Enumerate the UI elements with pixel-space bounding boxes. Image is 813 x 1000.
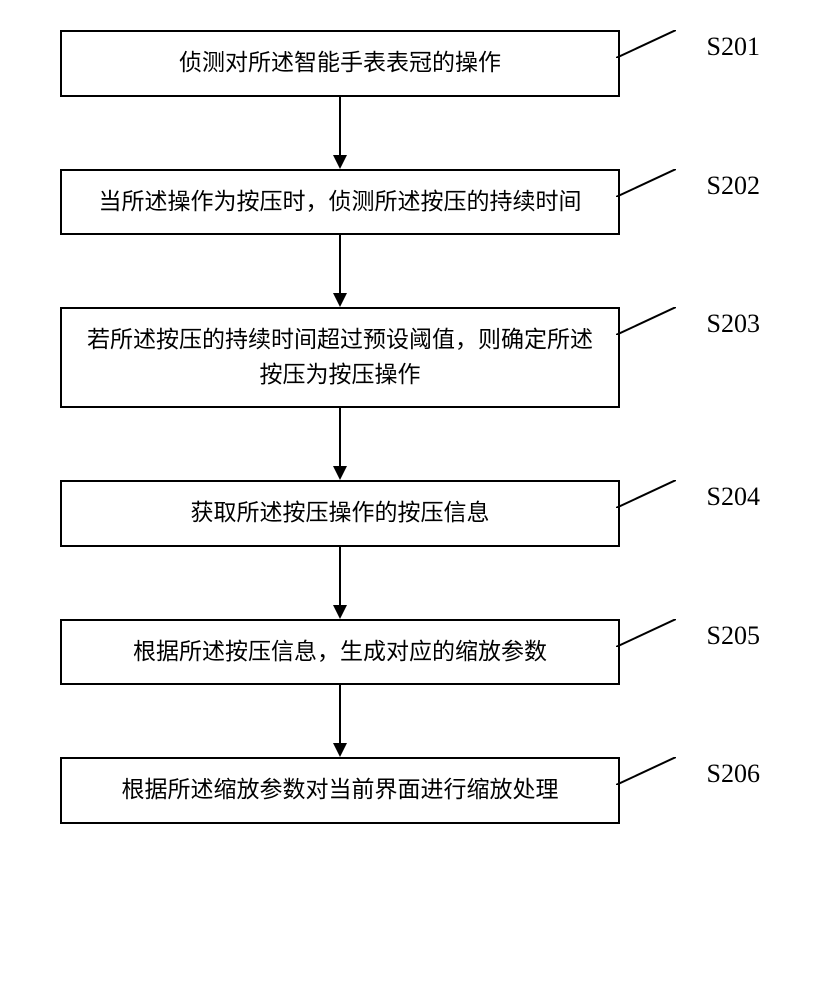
step-label: S205 (707, 621, 760, 651)
step-row: 当所述操作为按压时，侦测所述按压的持续时间 S202 (60, 169, 760, 236)
step-row: 若所述按压的持续时间超过预设阈值，则确定所述按压为按压操作 S203 (60, 307, 760, 408)
arrow-down (60, 547, 620, 619)
step-label: S206 (707, 759, 760, 789)
flow-step-box: 根据所述缩放参数对当前界面进行缩放处理 (60, 757, 620, 824)
arrow-down (60, 97, 620, 169)
flow-step-box: 获取所述按压操作的按压信息 (60, 480, 620, 547)
step-row: 根据所述缩放参数对当前界面进行缩放处理 S206 (60, 757, 760, 824)
connector-tick (616, 30, 676, 58)
step-row: 获取所述按压操作的按压信息 S204 (60, 480, 760, 547)
arrow-down (60, 235, 620, 307)
flowchart-container: 侦测对所述智能手表表冠的操作 S201 当所述操作为按压时，侦测所述按压的持续时… (60, 30, 760, 824)
flow-step-box: 若所述按压的持续时间超过预设阈值，则确定所述按压为按压操作 (60, 307, 620, 408)
step-label: S204 (707, 482, 760, 512)
connector-tick (616, 757, 676, 785)
connector-tick (616, 307, 676, 335)
connector-tick (616, 169, 676, 197)
arrow-down (60, 685, 620, 757)
step-row: 侦测对所述智能手表表冠的操作 S201 (60, 30, 760, 97)
step-label: S202 (707, 171, 760, 201)
flow-step-box: 当所述操作为按压时，侦测所述按压的持续时间 (60, 169, 620, 236)
flow-step-box: 侦测对所述智能手表表冠的操作 (60, 30, 620, 97)
connector-tick (616, 480, 676, 508)
step-label: S201 (707, 32, 760, 62)
arrow-down (60, 408, 620, 480)
flow-step-box: 根据所述按压信息，生成对应的缩放参数 (60, 619, 620, 686)
step-label: S203 (707, 309, 760, 339)
connector-tick (616, 619, 676, 647)
step-row: 根据所述按压信息，生成对应的缩放参数 S205 (60, 619, 760, 686)
